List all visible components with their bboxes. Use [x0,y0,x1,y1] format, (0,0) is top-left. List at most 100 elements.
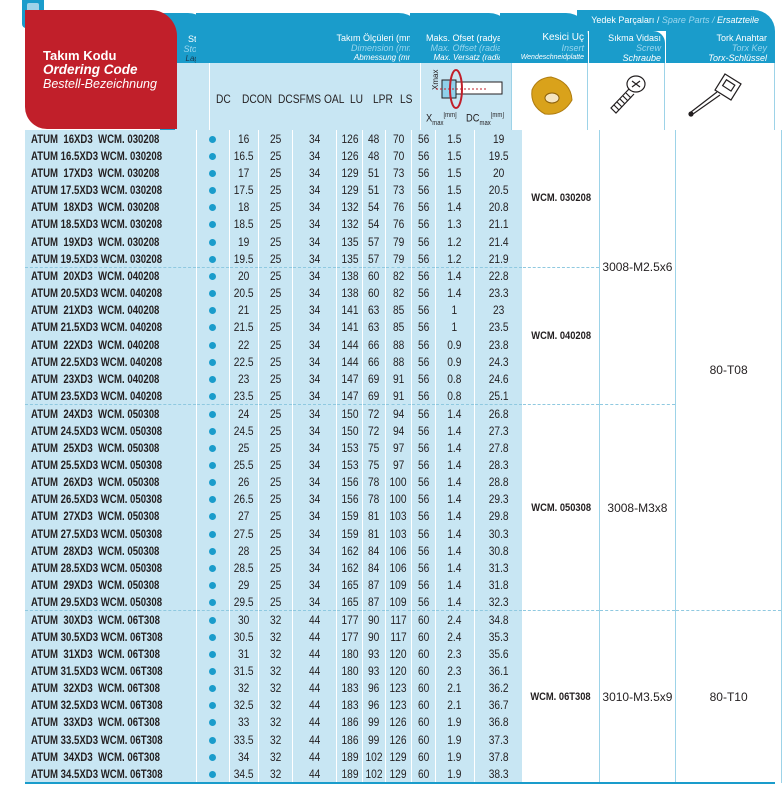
dcon-cell: 25 [258,301,294,319]
dcsfms-cell: 34 [292,215,338,234]
ls-cell: 56 [411,198,436,216]
lu-cell: 87 [362,593,386,612]
ordering-code-cell: ATUM 16XD3 WCM. 030208 [25,130,197,148]
stock-indicator-icon [196,610,230,628]
xmax-cell: 1.2 [435,233,475,251]
col-dcon: DCON [242,92,273,106]
lu-cell: 48 [362,130,386,148]
lpr-cell: 79 [385,250,412,268]
dcmax-cell: 24.3 [474,353,523,371]
table-row: ATUM 17XD3 WCM. 030208 17 25 34 129 51 73 56 1.5… [25,164,782,182]
lu-cell: 78 [362,490,386,508]
spare-en: Spare Parts / [661,15,715,25]
dcmax-cell: 20.5 [474,181,523,199]
ordering-code-cell: ATUM 31.5XD3 WCM. 06T308 [25,662,197,680]
screw-image-cell [588,63,665,130]
oal-cell: 132 [336,215,363,234]
lpr-cell: 123 [385,679,412,697]
stock-indicator-icon [196,679,230,697]
stock-indicator-icon [196,713,230,732]
dc-cell: 20 [229,267,259,285]
oal-cell: 144 [336,336,363,354]
ordering-code-cell: ATUM 34.5XD3 WCM. 06T308 [25,765,197,783]
lu-cell: 84 [362,559,386,577]
offset-diagram-icon: Xmax [431,69,503,109]
stock-indicator-icon [196,301,230,319]
dc-cell: 21 [229,301,259,319]
xmax-cell: 1.4 [435,542,475,560]
table-row: ATUM 22XD3 WCM. 040208 22 25 34 144 66 88 56 0.9… [25,336,782,354]
dcsfms-cell: 34 [292,250,338,268]
stock-indicator-icon [196,645,230,663]
ls-cell: 56 [411,284,436,302]
dcsfms-cell: 34 [292,181,338,199]
dimension-de: Abmessung (mm) [353,53,417,62]
insert-header: Kesici Uç Insert Wendeschneidplatte [500,13,588,63]
dcsfms-cell: 44 [292,645,338,663]
lu-cell: 72 [362,421,386,440]
key-header: Tork Anahtar Torx Key Torx-Schlüssel [665,31,775,63]
lpr-cell: 97 [385,439,412,457]
dcmax-label: DCmax[mm] [466,112,504,127]
ls-cell: 56 [411,233,436,251]
ordering-code-cell: ATUM 32XD3 WCM. 06T308 [25,679,197,697]
dc-cell: 18.5 [229,215,259,234]
ls-cell: 56 [411,181,436,199]
dcon-cell: 32 [258,731,294,749]
dcsfms-cell: 34 [292,421,338,440]
ordering-code-cell: ATUM 26.5XD3 WCM. 050308 [25,490,197,508]
dcsfms-cell: 44 [292,765,338,783]
oal-cell: 147 [336,370,363,388]
ordering-code-cell: ATUM 28.5XD3 WCM. 050308 [25,559,197,577]
dcsfms-cell: 34 [292,524,338,543]
dc-cell: 17.5 [229,181,259,199]
xmax-cell: 2.4 [435,610,475,628]
xmax-cell: 1.5 [435,130,475,148]
table-row: ATUM 29XD3 WCM. 050308 29 25 34 165 87 109 56 1.… [25,576,782,594]
ls-cell: 56 [411,336,436,354]
lu-cell: 60 [362,284,386,302]
col-ls: LS [400,92,413,106]
dcmax-cell: 36.8 [474,713,523,732]
dc-cell: 26 [229,473,259,491]
lpr-cell: 94 [385,421,412,440]
lu-cell: 66 [362,353,386,371]
screw-code-cell: 3008-M3x8 [599,404,677,612]
insert-en: Insert [561,43,584,53]
dcmax-cell: 21.1 [474,215,523,234]
dcsfms-cell: 44 [292,731,338,749]
lu-cell: 84 [362,542,386,560]
stock-indicator-icon [196,473,230,491]
lpr-cell: 76 [385,215,412,234]
dcsfms-cell: 44 [292,748,338,766]
oal-cell: 177 [336,627,363,646]
ordering-code-cell: ATUM 20XD3 WCM. 040208 [25,267,197,285]
key-tr: Tork Anahtar [716,33,767,43]
oal-cell: 159 [336,524,363,543]
dcsfms-cell: 34 [292,490,338,508]
xmax-cell: 1.3 [435,215,475,234]
col-oal: OAL [324,92,345,106]
table-row: ATUM 26XD3 WCM. 050308 26 25 34 156 78 100 56 1.… [25,473,782,491]
dcon-cell: 25 [258,233,294,251]
insert-image [531,76,573,115]
xmax-cell: 1.4 [435,404,475,422]
dcmax-cell: 35.6 [474,645,523,663]
dc-cell: 31.5 [229,662,259,680]
dcsfms-cell: 34 [292,198,338,216]
stock-indicator-icon [196,267,230,285]
ls-cell: 56 [411,147,436,165]
lpr-cell: 82 [385,284,412,302]
dcon-cell: 25 [258,559,294,577]
lpr-cell: 91 [385,370,412,388]
dcmax-cell: 26.8 [474,404,523,422]
lpr-cell: 79 [385,233,412,251]
dcmax-cell: 31.3 [474,559,523,577]
dcsfms-cell: 44 [292,696,338,714]
dc-cell: 19 [229,233,259,251]
insert-de: Wendeschneidplatte [520,54,584,61]
ordering-de: Bestell-Bezeichnung [43,77,157,91]
xmax-cell: 1.4 [435,507,475,525]
stock-indicator-icon [196,421,230,440]
dc-cell: 33 [229,713,259,732]
